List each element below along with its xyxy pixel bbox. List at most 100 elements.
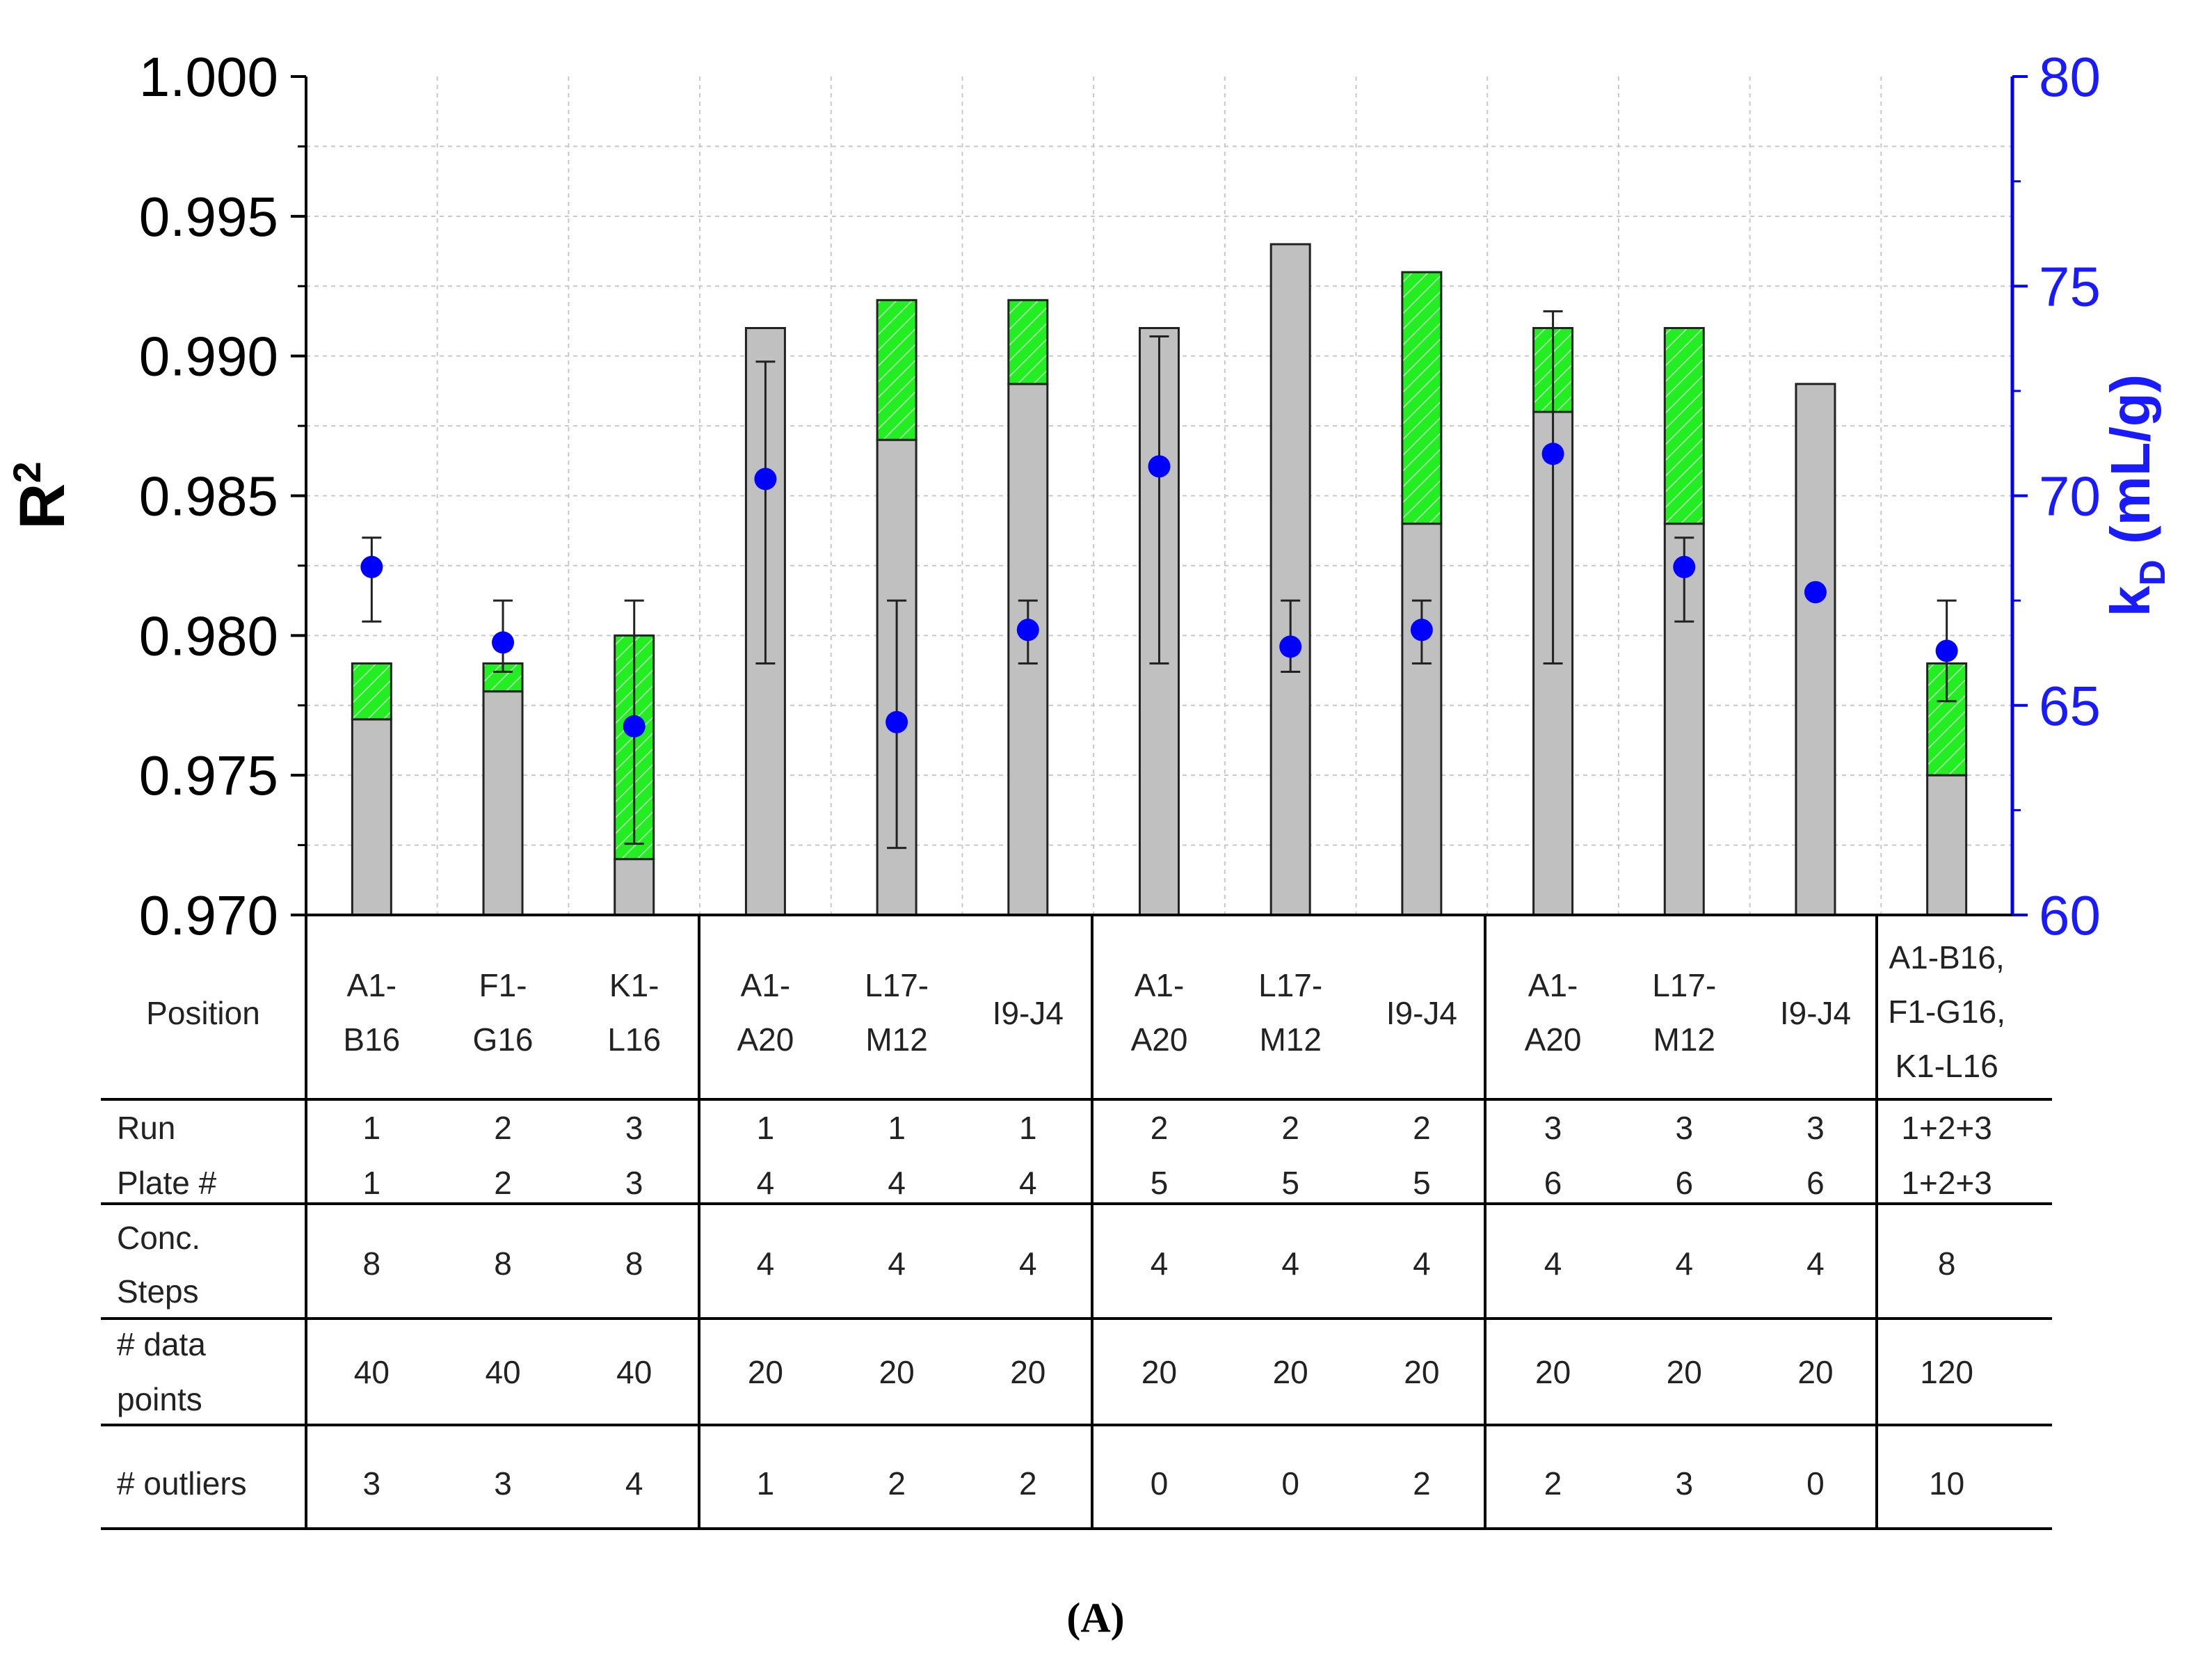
table-cell: I9-J4: [1780, 995, 1851, 1031]
table-cell: 4: [1413, 1245, 1431, 1282]
table-cell: 20: [1404, 1354, 1439, 1390]
table-cell: 1+2+3: [1901, 1110, 1991, 1146]
r2-bar-with-outliers: [1401, 523, 1443, 916]
left-tick-label: 0.995: [139, 186, 278, 248]
table-cell: L17-: [1258, 967, 1322, 1003]
table-cell: K1-L16: [1895, 1048, 1998, 1084]
figure-caption: (A): [1066, 1595, 1124, 1641]
table-cell: 3: [1675, 1465, 1693, 1502]
table-cell: L17-: [1652, 967, 1716, 1003]
table-cell: 4: [1151, 1245, 1169, 1282]
kd-point: [623, 715, 646, 738]
kd-point: [1279, 635, 1302, 658]
right-axis-ticks: 80 75 70 65 60: [2012, 46, 2101, 946]
table-cell: A20: [1525, 1021, 1582, 1058]
left-tick-label: 0.975: [139, 745, 278, 806]
table-cell: 4: [1806, 1245, 1825, 1282]
r2-bar-without-outliers: [1401, 271, 1443, 525]
table-cell: 20: [879, 1354, 915, 1390]
table-cell: 8: [494, 1245, 512, 1282]
r2-bar-without-outliers: [351, 662, 392, 721]
table-cell: F1-: [479, 967, 527, 1003]
r2-bar-with-outliers: [482, 690, 524, 916]
table-cell: 4: [1675, 1245, 1693, 1282]
kd-point: [1804, 581, 1827, 604]
table-cell: 0: [1151, 1465, 1169, 1502]
table-cell: 2: [1544, 1465, 1562, 1502]
right-tick-label: 80: [2039, 46, 2101, 108]
r2-bar-with-outliers: [351, 718, 392, 916]
table-cell: 6: [1544, 1165, 1562, 1201]
table-cell: 8: [363, 1245, 381, 1282]
table-cell: M12: [1259, 1021, 1321, 1058]
r2-bar-with-outliers: [1926, 774, 1968, 916]
right-axis-label: kD (mL/g): [2099, 374, 2173, 617]
table-cell: I9-J4: [993, 995, 1064, 1031]
table-cell: 2: [888, 1465, 906, 1502]
table-cell: 1: [363, 1110, 381, 1146]
table-cell: 1: [757, 1110, 775, 1146]
table-cell: 10: [1929, 1465, 1964, 1502]
right-tick-label: 60: [2039, 884, 2101, 946]
table-cell: 20: [1141, 1354, 1177, 1390]
table-cell: 20: [1535, 1354, 1571, 1390]
table-row-label: points: [117, 1381, 202, 1417]
table-cell: G16: [473, 1021, 534, 1058]
kd-points: [360, 310, 1958, 850]
left-axis-ticks: 1.000 0.995 0.990 0.985 0.980 0.975 0.970: [139, 46, 306, 946]
table-cell: 4: [1281, 1245, 1299, 1282]
table-cell: L17-: [865, 967, 929, 1003]
table-cell: 5: [1413, 1165, 1431, 1201]
table-cell: M12: [1653, 1021, 1715, 1058]
kd-point: [1016, 619, 1039, 642]
r2-bar-without-outliers: [1007, 298, 1049, 385]
table-cell: 8: [1938, 1245, 1956, 1282]
table-cell: 2: [1151, 1110, 1169, 1146]
table-cell: 20: [1797, 1354, 1833, 1390]
table-cell: 20: [1667, 1354, 1702, 1390]
table-cell: 4: [1544, 1245, 1562, 1282]
table-cell: 40: [354, 1354, 390, 1390]
left-tick-label: 0.970: [139, 884, 278, 946]
data-table: Position Run Plate # Conc. Steps # data points…: [101, 915, 2052, 1530]
kd-point: [1935, 639, 1958, 662]
table-cell: A20: [1131, 1021, 1188, 1058]
table-cell: 0: [1806, 1465, 1825, 1502]
table-cell: 4: [888, 1165, 906, 1201]
table-cell: 3: [1806, 1110, 1825, 1146]
right-tick-label: 70: [2039, 465, 2101, 527]
table-cell: 3: [625, 1110, 643, 1146]
table-cell: 8: [625, 1245, 643, 1282]
table-cell: L16: [607, 1021, 661, 1058]
kd-point: [754, 468, 777, 491]
table-cell: F1-G16,: [1888, 994, 2005, 1030]
kd-point: [1148, 455, 1171, 478]
table-cell: A1-: [347, 967, 397, 1003]
table-cell: 6: [1806, 1165, 1825, 1201]
table-cell: 3: [1544, 1110, 1562, 1146]
table-row-label: Run: [117, 1110, 175, 1146]
table-cell: B16: [343, 1021, 400, 1058]
table-cell: 4: [1019, 1165, 1037, 1201]
table-cell: 2: [494, 1165, 512, 1201]
table-cell: K1-: [609, 967, 659, 1003]
left-axis-label: R2: [5, 461, 78, 530]
kd-point: [1410, 619, 1433, 642]
right-tick-label: 65: [2039, 675, 2101, 737]
table-cell: 2: [494, 1110, 512, 1146]
table-cell: 4: [888, 1245, 906, 1282]
table-cell: 1: [1019, 1110, 1037, 1146]
left-tick-label: 0.985: [139, 465, 278, 527]
table-cell: A1-: [1135, 967, 1185, 1003]
table-cell: 2: [1281, 1110, 1299, 1146]
left-tick-label: 0.980: [139, 605, 278, 667]
table-cell: 0: [1281, 1465, 1299, 1502]
table-cell: M12: [865, 1021, 927, 1058]
table-cell: 4: [757, 1245, 775, 1282]
table-row-label: Conc.: [117, 1220, 200, 1256]
table-cell: 2: [1413, 1465, 1431, 1502]
table-cell: 1: [757, 1465, 775, 1502]
table-cell: 40: [485, 1354, 520, 1390]
